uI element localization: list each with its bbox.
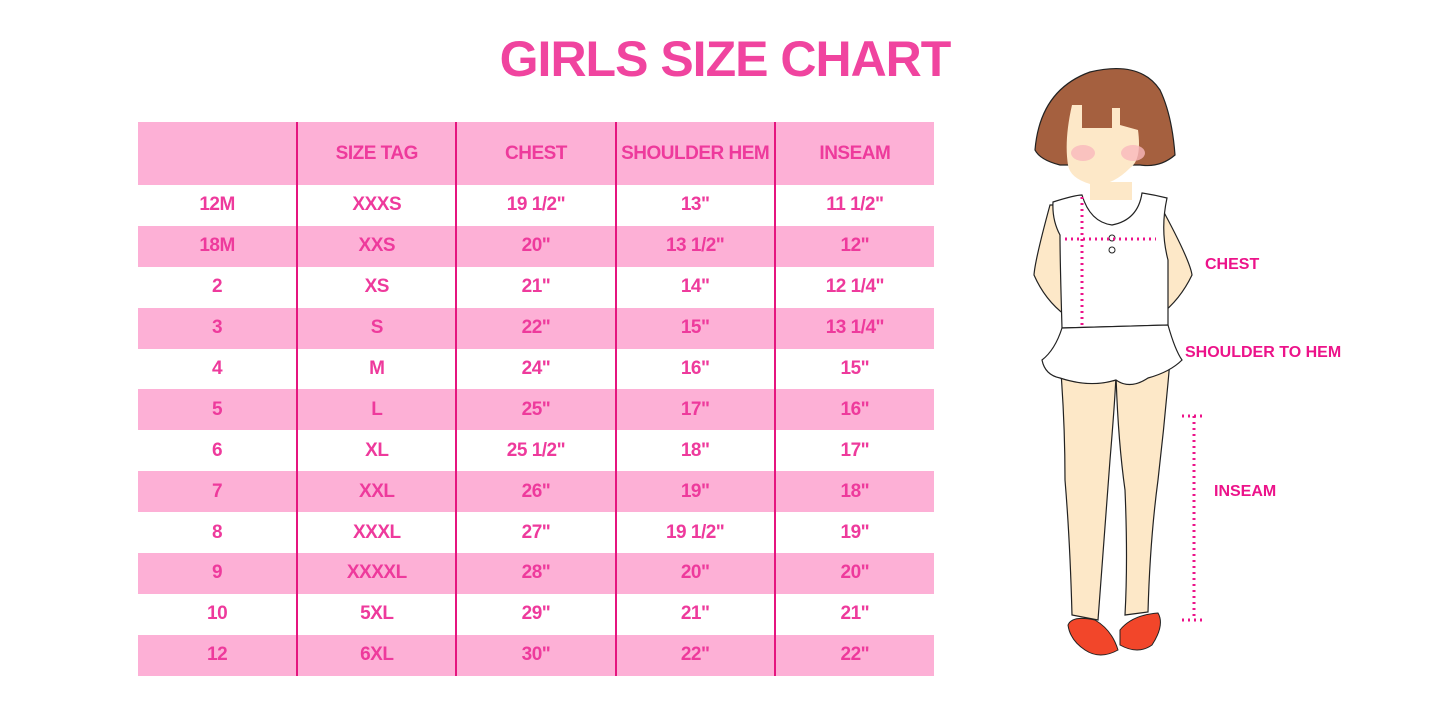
table-row: 5 L 25" 17" 16": [138, 389, 934, 431]
chest-label: CHEST: [1205, 256, 1260, 273]
shirt-icon: [1052, 192, 1169, 329]
table-row: 18M XXS 20" 13 1/2" 12": [138, 225, 934, 267]
table-cell: 3: [138, 307, 298, 349]
face-icon: [1066, 105, 1139, 185]
table-cell: 21": [455, 266, 616, 308]
column-header: CHEST: [455, 122, 616, 185]
table-cell: 25": [455, 389, 616, 431]
table-cell: XXL: [296, 471, 457, 513]
table-cell: 15": [614, 307, 775, 349]
table-cell: 21": [614, 593, 775, 635]
inseam-label: INSEAM: [1214, 483, 1277, 500]
table-cell: 19": [614, 471, 775, 513]
table-row: 4 M 24" 16" 15": [138, 348, 934, 390]
table-cell: 11 1/2": [773, 185, 934, 226]
table-cell: 22": [773, 634, 934, 676]
table-cell: 30": [455, 634, 616, 676]
table-cell: 7: [138, 471, 298, 513]
column-header: SHOULDER HEM: [614, 122, 775, 185]
table-cell: 9: [138, 553, 298, 594]
table-cell: 16": [773, 389, 934, 431]
table-cell: 18": [773, 471, 934, 513]
table-cell: 29": [455, 593, 616, 635]
table-cell: XXXXL: [296, 553, 457, 594]
table-row: 7 XXL 26" 19" 18": [138, 471, 934, 513]
table-row: 6 XL 25 1/2" 18" 17": [138, 430, 934, 472]
table-cell: 16": [614, 348, 775, 390]
table-row: 10 5XL 29" 21" 21": [138, 593, 934, 635]
table-cell: 17": [773, 430, 934, 472]
table-cell: 14": [614, 266, 775, 308]
column-header: [138, 122, 298, 185]
table-cell: XL: [296, 430, 457, 472]
table-row: 9 XXXXL 28" 20" 20": [138, 553, 934, 594]
table-row: 12M XXXS 19 1/2" 13" 11 1/2": [138, 185, 934, 226]
table-cell: 6: [212, 439, 223, 461]
size-table: SIZE TAG CHEST SHOULDER HEM INSEAM 12M XXXS 1…: [138, 122, 934, 676]
table-cell: 6XL: [296, 634, 457, 676]
shoe-icon: [1067, 617, 1119, 656]
table-cell: XS: [296, 266, 457, 308]
table-row: 2 XS 21" 14" 12 1/4": [138, 266, 934, 308]
page-title: GIRLS SIZE CHART: [499, 31, 952, 87]
table-cell: 4: [212, 358, 223, 379]
table-cell: 20": [773, 553, 934, 594]
table-row: 3 S 22" 15" 13 1/4": [138, 307, 934, 349]
shoulder-to-hem-label: SHOULDER TO HEM: [1185, 344, 1342, 361]
table-cell: 18": [614, 430, 775, 472]
shoe-icon: [1119, 612, 1161, 651]
table-cell: 15": [773, 348, 934, 390]
table-cell: XXS: [296, 225, 457, 267]
table-cell: 2: [212, 276, 223, 298]
table-cell: 24": [455, 348, 616, 390]
table-cell: XXXL: [296, 512, 457, 554]
table-cell: 22": [455, 307, 616, 349]
table-cell: 13 1/4": [773, 307, 934, 349]
table-cell: XXXS: [296, 185, 457, 226]
table-cell: 10: [207, 603, 228, 625]
table-cell: 17": [614, 389, 775, 431]
column-header: SIZE TAG: [296, 122, 457, 185]
table-cell: 13": [614, 185, 775, 226]
table-cell: 20": [614, 553, 775, 594]
table-cell: 18M: [138, 225, 298, 267]
table-cell: 19 1/2": [455, 185, 616, 226]
table-cell: 26": [455, 471, 616, 513]
table-cell: 12: [138, 634, 298, 676]
shorts-icon: [1041, 324, 1183, 386]
table-cell: 25 1/2": [455, 430, 616, 472]
table-header: SIZE TAG CHEST SHOULDER HEM INSEAM: [138, 122, 934, 185]
table-row: 12 6XL 30" 22" 22": [138, 634, 934, 676]
table-cell: L: [296, 389, 457, 431]
table-cell: 28": [455, 553, 616, 594]
table-cell: 5XL: [296, 593, 457, 635]
table-cell: 12": [773, 225, 934, 267]
table-cell: S: [296, 307, 457, 349]
table-cell: 5: [138, 389, 298, 431]
table-cell: 12 1/4": [773, 266, 934, 308]
table-cell: 19": [773, 512, 934, 554]
table-cell: 20": [455, 225, 616, 267]
table-cell: 21": [773, 593, 934, 635]
table-cell: 19 1/2": [614, 512, 775, 554]
column-header: INSEAM: [773, 122, 934, 185]
table-cell: 22": [614, 634, 775, 676]
table-cell: M: [296, 348, 457, 390]
table-cell: 12M: [199, 194, 235, 216]
girl-measurement-illustration: [1033, 67, 1202, 656]
table-cell: 13 1/2": [614, 225, 775, 267]
table-cell: 27": [455, 512, 616, 554]
table-cell: 8: [212, 521, 223, 543]
table-row: 8 XXXL 27" 19 1/2" 19": [138, 512, 934, 554]
